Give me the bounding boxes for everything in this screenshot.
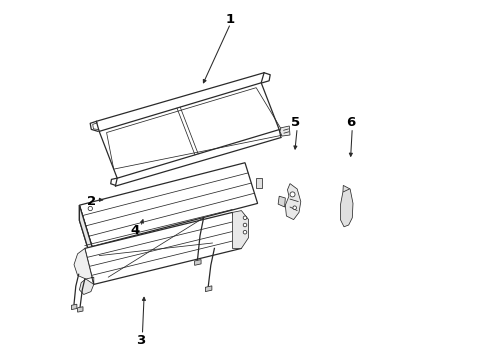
Polygon shape xyxy=(74,248,94,284)
Polygon shape xyxy=(278,196,285,207)
Circle shape xyxy=(290,192,295,197)
Circle shape xyxy=(243,216,247,220)
Text: 5: 5 xyxy=(291,116,300,129)
Polygon shape xyxy=(195,260,201,265)
Polygon shape xyxy=(72,304,77,310)
Circle shape xyxy=(293,206,296,210)
Circle shape xyxy=(243,230,247,234)
Polygon shape xyxy=(77,307,83,312)
Text: 4: 4 xyxy=(130,224,140,237)
Polygon shape xyxy=(285,184,301,220)
Circle shape xyxy=(88,206,93,211)
Polygon shape xyxy=(280,126,290,136)
Polygon shape xyxy=(99,83,279,178)
Polygon shape xyxy=(256,178,262,188)
Polygon shape xyxy=(341,185,353,227)
Text: 1: 1 xyxy=(226,13,235,26)
Text: 2: 2 xyxy=(87,195,97,208)
Polygon shape xyxy=(79,279,94,294)
Polygon shape xyxy=(205,286,212,292)
Circle shape xyxy=(243,223,247,227)
Text: 6: 6 xyxy=(346,116,356,129)
Polygon shape xyxy=(85,212,242,284)
Polygon shape xyxy=(232,211,248,248)
Polygon shape xyxy=(79,205,92,262)
Text: 3: 3 xyxy=(136,334,145,347)
Polygon shape xyxy=(79,163,258,247)
Polygon shape xyxy=(79,205,92,262)
